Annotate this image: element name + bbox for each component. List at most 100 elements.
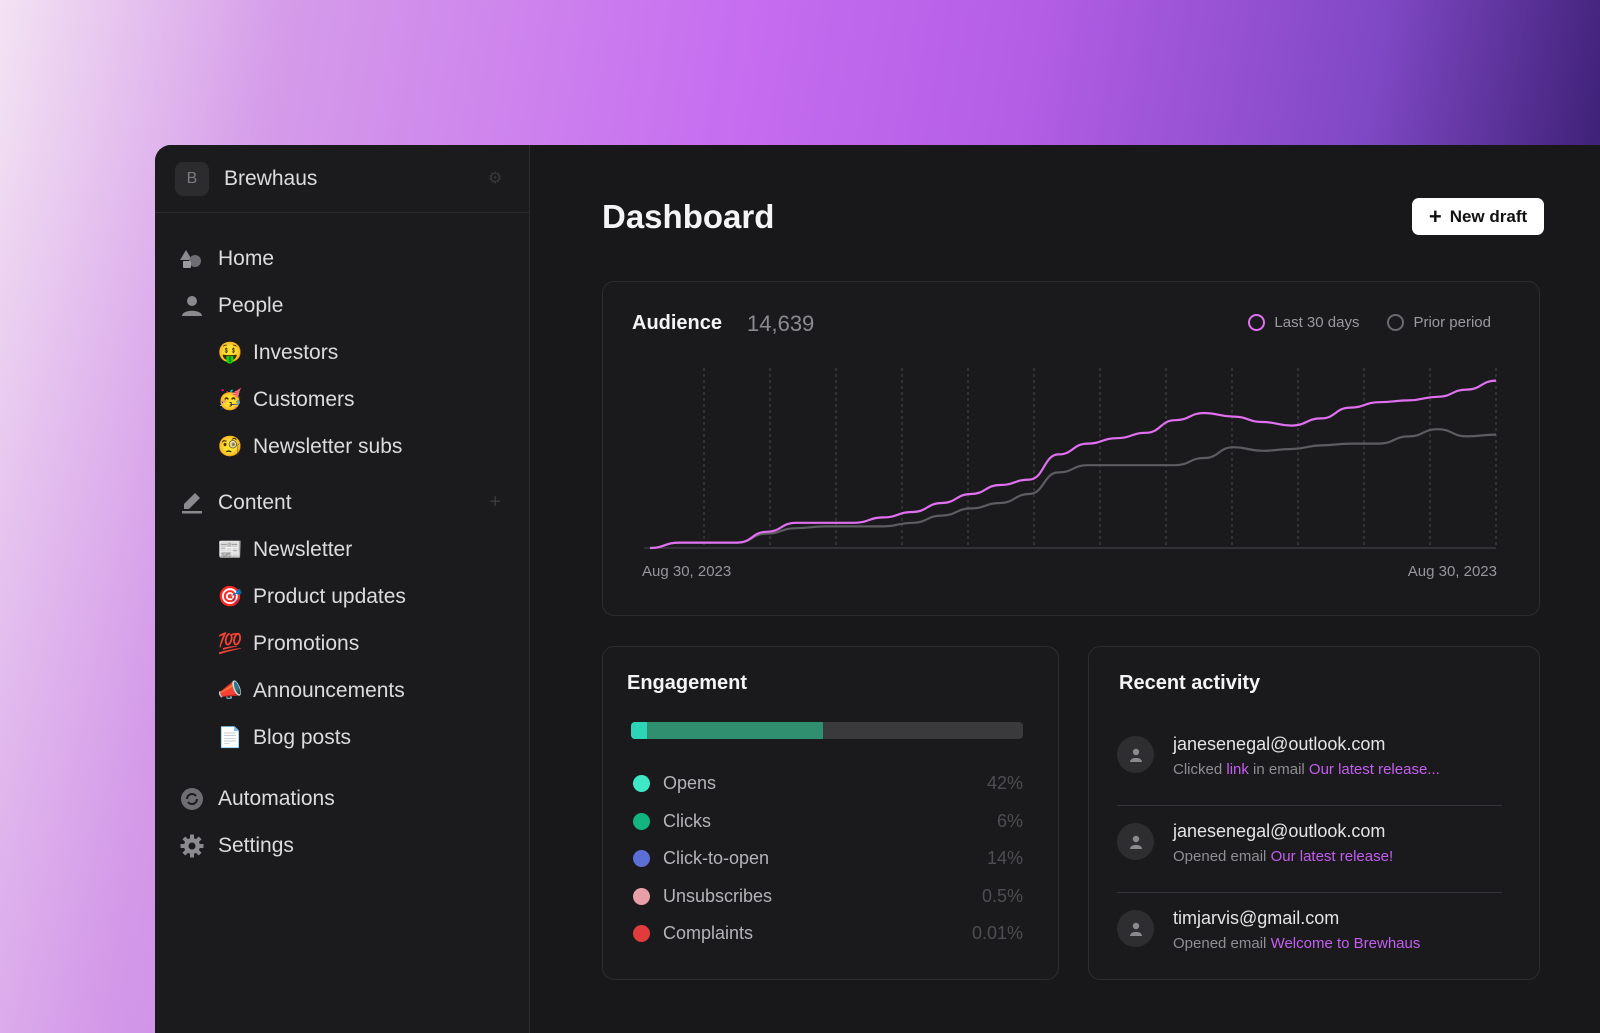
sidebar-item-label: Blog posts — [253, 725, 352, 749]
recent-activity-title: Recent activity — [1119, 672, 1261, 694]
recent-activity-card: Recent activity janesenegal@outlook.com C… — [1088, 646, 1540, 980]
engagement-value: 14% — [986, 848, 1023, 869]
document-icon: 📄 — [217, 727, 243, 749]
sidebar-item-label: Content — [218, 490, 292, 514]
user-avatar-icon — [1117, 910, 1154, 947]
legend-dot-icon — [633, 887, 650, 905]
legend-prior-period[interactable]: Prior period — [1387, 314, 1491, 331]
activity-email-link[interactable]: Our latest release! — [1270, 848, 1394, 865]
sidebar-item-label: Automations — [218, 786, 335, 810]
add-content-icon[interactable]: + — [489, 491, 501, 513]
engagement-bar — [631, 722, 1023, 739]
activity-list: janesenegal@outlook.com Clicked link in e… — [1117, 719, 1502, 980]
activity-email[interactable]: janesenegal@outlook.com — [1173, 734, 1386, 754]
pencil-icon — [180, 491, 204, 515]
activity-email-link[interactable]: Our latest release... — [1308, 761, 1440, 778]
workspace-switcher[interactable]: B Brewhaus ⚙ — [155, 145, 529, 213]
engagement-bar-segment — [646, 722, 824, 739]
sidebar-item-label: Investors — [253, 340, 339, 364]
engagement-row: Opens 42% — [633, 765, 1023, 803]
sidebar-item-label: Newsletter subs — [253, 434, 403, 458]
new-draft-button[interactable]: + New draft — [1412, 198, 1544, 235]
plus-icon: + — [1428, 203, 1442, 229]
shapes-icon — [180, 247, 204, 271]
person-icon — [180, 294, 204, 318]
engagement-row: Complaints 0.01% — [633, 915, 1023, 953]
activity-email[interactable]: janesenegal@outlook.com — [1173, 821, 1386, 841]
series-line-prior-period — [649, 428, 1497, 550]
sidebar-item-label: Customers — [253, 387, 355, 411]
engagement-bar-segment — [631, 722, 647, 739]
engagement-list: Opens 42% Clicks 6% Click-to-open 14% Unsubscr… — [633, 765, 1023, 953]
sidebar-item-label: Announcements — [253, 678, 405, 702]
sidebar-item-announcements[interactable]: 📣 Announcements — [155, 667, 529, 714]
audience-title: Audience — [632, 312, 723, 334]
activity-text: Opened email — [1173, 848, 1271, 865]
activity-item[interactable]: janesenegal@outlook.com Opened email Our … — [1117, 806, 1502, 893]
engagement-row: Click-to-open 14% — [633, 840, 1023, 878]
engagement-label: Click-to-open — [663, 848, 770, 869]
legend-ring-icon — [1387, 314, 1405, 331]
activity-detail: Opened email Our latest release! — [1173, 848, 1393, 865]
workspace-name: Brewhaus — [224, 166, 318, 190]
new-draft-label: New draft — [1449, 206, 1528, 226]
legend-last-30-days[interactable]: Last 30 days — [1248, 314, 1359, 331]
sidebar: B Brewhaus ⚙ Home People 🤑 Investors — [155, 145, 530, 1033]
sidebar-item-people[interactable]: People — [155, 282, 529, 329]
sidebar-item-investors[interactable]: 🤑 Investors — [155, 329, 529, 376]
app-window: B Brewhaus ⚙ Home People 🤑 Investors — [155, 145, 1600, 1033]
party-face-icon: 🥳 — [217, 389, 243, 411]
activity-item[interactable]: janesenegal@outlook.com Clicked link in e… — [1117, 719, 1502, 806]
activity-detail: Opened email Welcome to Brewhaus — [1173, 935, 1420, 952]
gear-icon — [180, 834, 204, 858]
engagement-value: 6% — [996, 810, 1023, 831]
engagement-value: 42% — [986, 773, 1023, 794]
activity-detail: Clicked link in email Our latest release… — [1173, 761, 1440, 778]
activity-link[interactable]: link — [1226, 761, 1249, 778]
sidebar-item-label: Promotions — [253, 631, 360, 655]
activity-item[interactable]: timjarvis@gmail.com Opened email Welcome … — [1117, 893, 1502, 980]
sidebar-item-label: Newsletter — [253, 537, 353, 561]
monocle-face-icon: 🧐 — [217, 436, 243, 458]
sidebar-item-product-updates[interactable]: 🎯 Product updates — [155, 573, 529, 620]
sidebar-item-blog-posts[interactable]: 📄 Blog posts — [155, 714, 529, 761]
activity-email[interactable]: timjarvis@gmail.com — [1173, 908, 1340, 928]
sidebar-item-customers[interactable]: 🥳 Customers — [155, 376, 529, 423]
legend-label: Prior period — [1413, 314, 1491, 331]
activity-text: Clicked — [1173, 761, 1227, 778]
money-face-icon: 🤑 — [217, 342, 243, 364]
sidebar-item-label: Product updates — [253, 584, 406, 608]
sidebar-item-settings[interactable]: Settings — [155, 822, 529, 869]
engagement-card: Engagement Opens 42% Clicks 6% Click-to-open… — [602, 646, 1059, 980]
audience-count: 14,639 — [747, 311, 815, 336]
engagement-value: 0.5% — [981, 885, 1023, 906]
sidebar-item-content[interactable]: Content + — [155, 479, 529, 526]
sidebar-item-newsletter-subs[interactable]: 🧐 Newsletter subs — [155, 423, 529, 470]
workspace-settings-icon[interactable]: ⚙ — [488, 170, 503, 187]
activity-email-link[interactable]: Welcome to Brewhaus — [1270, 935, 1421, 952]
engagement-label: Clicks — [663, 810, 711, 831]
sidebar-item-label: Settings — [218, 833, 294, 857]
sidebar-item-promotions[interactable]: 💯 Promotions — [155, 620, 529, 667]
sidebar-item-automations[interactable]: Automations — [155, 775, 529, 822]
x-axis-end-label: Aug 30, 2023 — [1407, 563, 1497, 580]
background-gradient — [0, 143, 160, 1033]
megaphone-icon: 📣 — [217, 680, 243, 702]
engagement-label: Complaints — [663, 923, 754, 944]
user-avatar-icon — [1117, 823, 1154, 860]
target-icon: 🎯 — [217, 586, 243, 608]
engagement-row: Unsubscribes 0.5% — [633, 878, 1023, 916]
workspace-avatar: B — [175, 161, 209, 196]
refresh-icon — [180, 787, 204, 811]
audience-card: Audience 14,639 Last 30 days Prior perio… — [602, 281, 1540, 616]
sidebar-item-label: People — [218, 293, 284, 317]
legend-label: Last 30 days — [1274, 314, 1360, 331]
sidebar-item-home[interactable]: Home — [155, 235, 529, 282]
legend-dot-icon — [633, 925, 650, 943]
engagement-label: Opens — [663, 773, 717, 794]
sidebar-item-label: Home — [218, 246, 275, 270]
sidebar-item-newsletter[interactable]: 📰 Newsletter — [155, 526, 529, 573]
legend-ring-icon — [1248, 314, 1266, 331]
x-axis-start-label: Aug 30, 2023 — [642, 563, 732, 580]
legend-dot-icon — [633, 775, 650, 793]
